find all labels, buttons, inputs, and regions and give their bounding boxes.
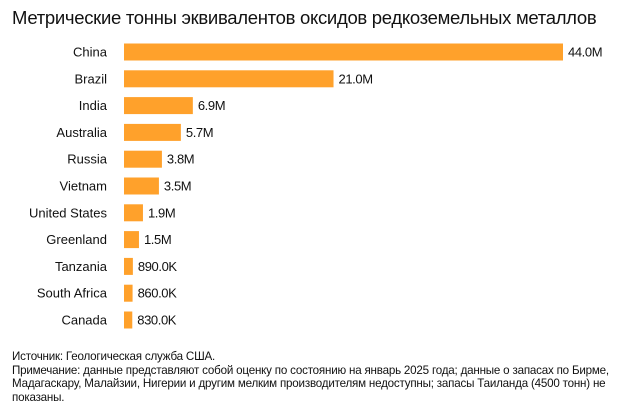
- category-label: South Africa: [37, 286, 108, 301]
- category-label: Brazil: [74, 71, 107, 86]
- category-label: India: [79, 98, 108, 113]
- footnotes: Источник: Геологическая служба США. Прим…: [12, 350, 627, 404]
- category-label: Vietnam: [60, 179, 107, 194]
- category-label: Tanzania: [55, 259, 108, 274]
- bar: [124, 284, 133, 302]
- remark-note: Примечание: данные представляют собой оц…: [12, 363, 609, 404]
- bar: [124, 150, 162, 168]
- bar: [124, 204, 143, 222]
- bar: [124, 123, 181, 141]
- category-label: Russia: [67, 152, 108, 167]
- data-label: 5.7M: [186, 125, 213, 140]
- data-label: 1.9M: [148, 205, 175, 220]
- bar: [124, 177, 159, 195]
- category-label: China: [73, 45, 108, 60]
- chart-title: Метрические тонны эквивалентов оксидов р…: [12, 7, 597, 28]
- category-label: Australia: [56, 125, 107, 140]
- category-label: United States: [29, 205, 108, 220]
- data-label: 21.0M: [339, 71, 373, 86]
- data-label: 830.0K: [137, 313, 177, 328]
- bar: [124, 311, 133, 329]
- data-label: 890.0K: [138, 259, 178, 274]
- data-label: 1.5M: [144, 232, 171, 247]
- data-label: 44.0M: [568, 45, 602, 60]
- bar: [124, 97, 193, 115]
- category-label: Greenland: [46, 232, 107, 247]
- bar-chart: China 44.0M Brazil 21.0M India 6.9M Australia 5…: [29, 43, 603, 329]
- bar: [124, 257, 133, 275]
- data-label: 3.8M: [167, 152, 194, 167]
- bar: [124, 231, 139, 249]
- data-label: 3.5M: [164, 179, 191, 194]
- source-note: Источник: Геологическая служба США.: [12, 350, 216, 363]
- data-label: 6.9M: [198, 98, 225, 113]
- bar: [124, 70, 334, 88]
- bar: [124, 43, 563, 61]
- category-label: Canada: [61, 313, 107, 328]
- data-label: 860.0K: [138, 286, 178, 301]
